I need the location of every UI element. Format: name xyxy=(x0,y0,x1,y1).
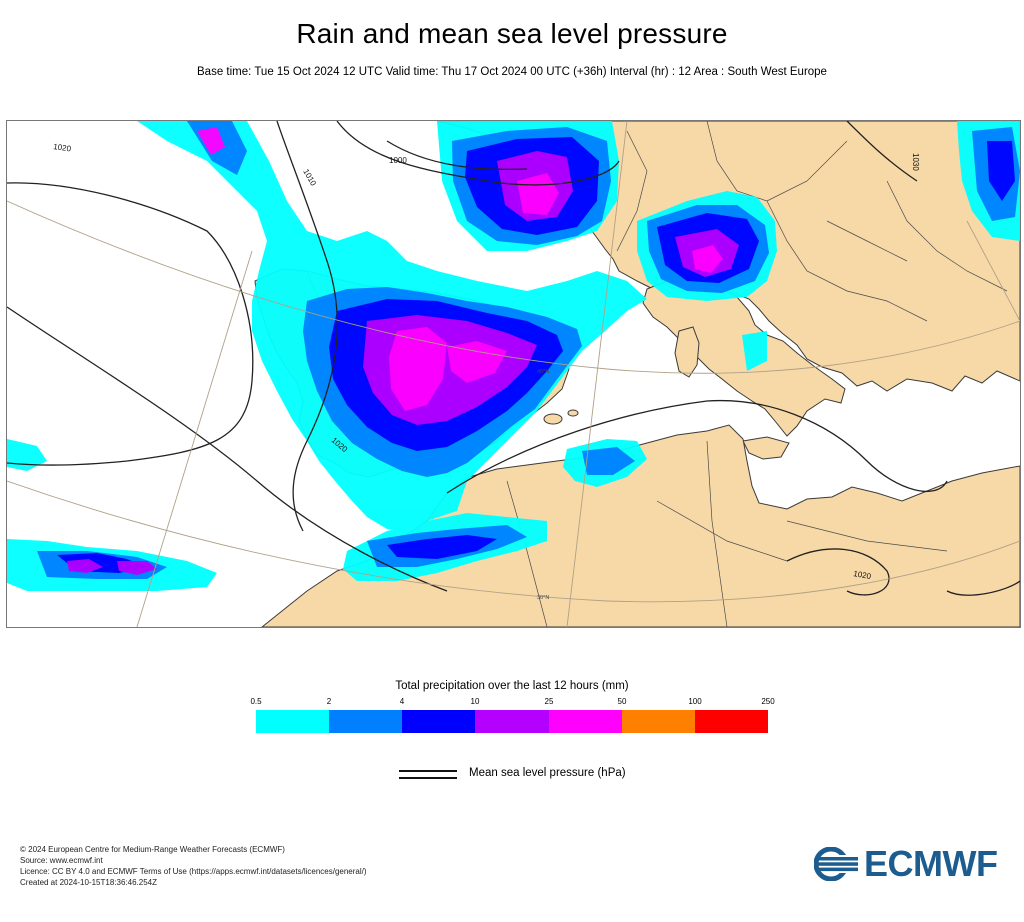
ecmwf-logo-icon xyxy=(814,847,860,881)
scale-label: 250 xyxy=(761,697,775,706)
land-sicily xyxy=(742,436,790,460)
footer-line: © 2024 European Centre for Medium-Range … xyxy=(20,845,285,854)
ecmwf-logo: ECMWF xyxy=(814,843,998,884)
isobars-layer xyxy=(7,121,1020,596)
scale-label: 100 xyxy=(688,697,702,706)
footer-line: Source: www.ecmwf.int xyxy=(20,856,103,865)
isobar-label: 1020 xyxy=(853,569,873,581)
precip-25mm xyxy=(197,127,723,411)
scale-swatch xyxy=(548,710,622,733)
footer-line: Created at 2024-10-15T18:36:46.254Z xyxy=(20,878,157,887)
ecmwf-logo-text: ECMWF xyxy=(864,843,998,884)
pressure-legend-label: Mean sea level pressure (hPa) xyxy=(469,767,626,779)
scale-label: 25 xyxy=(544,697,554,706)
chart-subtitle: Base time: Tue 15 Oct 2024 12 UTC Valid … xyxy=(197,66,827,78)
scale-label: 2 xyxy=(326,697,332,706)
graticule-layer xyxy=(7,121,1020,627)
scale-swatch xyxy=(329,710,403,733)
isobar-label: 1010 xyxy=(301,168,318,188)
land-sardinia xyxy=(674,326,700,378)
scale-swatch xyxy=(694,710,768,733)
pressure-legend-line xyxy=(399,777,457,779)
scale-label: 10 xyxy=(470,697,480,706)
footer-line: Licence: CC BY 4.0 and ECMWF Terms of Us… xyxy=(20,867,367,876)
forecast-map: 1020 1010 1000 1030 1020 1020 40°N 30°N xyxy=(6,120,1021,628)
scale-swatch xyxy=(402,710,476,733)
graticule-label: 30°N xyxy=(537,595,549,601)
isobar-label: 1020 xyxy=(53,142,72,153)
precip-legend-title: Total precipitation over the last 12 hou… xyxy=(395,680,629,692)
isobar-label: 1000 xyxy=(389,156,407,165)
scale-swatch xyxy=(621,710,695,733)
scale-label: 0.5 xyxy=(250,697,262,706)
scale-swatch xyxy=(256,710,330,733)
copyright-footer: © 2024 European Centre for Medium-Range … xyxy=(20,844,367,888)
map-canvas: 1020 1010 1000 1030 1020 1020 40°N 30°N xyxy=(7,121,1020,627)
precip-scale-labels: 0.5 2 4 10 25 50 100 250 xyxy=(250,697,774,709)
scale-label: 50 xyxy=(617,697,627,706)
graticule-label: 40°N xyxy=(537,369,549,375)
isobar-label: 1030 xyxy=(911,153,920,171)
scale-swatch xyxy=(475,710,549,733)
chart-title: Rain and mean sea level pressure xyxy=(296,18,728,49)
pressure-legend-line xyxy=(399,770,457,772)
scale-label: 4 xyxy=(399,697,405,706)
precip-color-scale xyxy=(256,710,768,733)
land-balearics-2 xyxy=(567,409,579,417)
land-balearics xyxy=(543,413,563,425)
